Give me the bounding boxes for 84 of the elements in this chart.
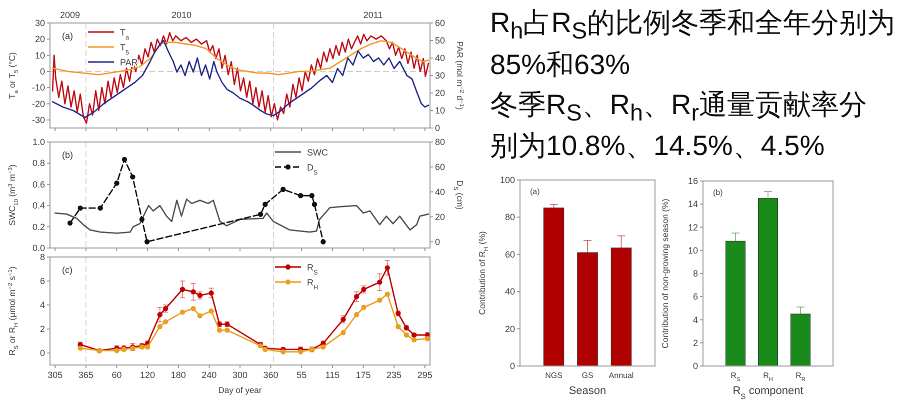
y2-tick-label: 50 — [435, 36, 446, 46]
annotation: (a) — [62, 31, 73, 41]
text: R$_{h}$占R$_{S}$的比例冬季和全年分别为85%和63% — [490, 6, 896, 82]
y2-tick-label: 80 — [435, 137, 446, 147]
y-tick-label: 0.4 — [32, 200, 45, 211]
y-tick-label: -10 — [32, 82, 45, 93]
y-tick-label: 60 — [504, 249, 515, 260]
y-tick-label: 0 — [40, 66, 45, 76]
y-tick-label: -30 — [32, 114, 45, 125]
x-tick-label: NGS — [545, 371, 562, 380]
y-tick-label: 0.2 — [32, 222, 45, 232]
x-tick-label: 235 — [386, 370, 402, 380]
y2-tick-label: 40 — [435, 186, 446, 197]
y-axis-title: Contribution of non-growing season (%) — [660, 198, 670, 348]
y2-tick-label: 30 — [435, 70, 446, 80]
text: 冬季R$_{S}$、R$_{h}$、R$_{r}$通量贡献率分别为10.8%、14.5%、4.5% — [490, 88, 868, 164]
annotation: (b) — [62, 150, 73, 160]
x-tick-label: 305 — [48, 370, 63, 380]
y2-tick-label: 20 — [435, 88, 446, 98]
x-tick-label: 240 — [202, 370, 217, 380]
x-axis-title: Season — [568, 385, 606, 397]
x-tick-label: 300 — [232, 370, 248, 380]
y-tick-label: 80 — [504, 212, 515, 222]
y-tick-label: 2 — [40, 324, 45, 334]
x-axis-title: Day of year — [218, 385, 262, 395]
y-tick-label: 0 — [510, 361, 515, 371]
x-tick-label: R$_{R}$ — [796, 371, 806, 383]
x-tick-label: 180 — [170, 370, 186, 380]
y-tick-label: 14 — [688, 199, 698, 210]
legend-label: D$_{S}$ — [307, 162, 318, 176]
y-tick-label: 0.6 — [32, 179, 45, 190]
y-tick-label: 0 — [40, 348, 45, 358]
y2-tick-label: 60 — [435, 162, 446, 172]
y-tick-label: 0 — [692, 361, 698, 371]
y-tick-label: 4 — [40, 300, 45, 310]
x-tick-label: 295 — [417, 370, 432, 380]
y2-tick-label: 20 — [435, 212, 446, 222]
x-tick-label: 365 — [78, 370, 94, 380]
y-tick-label: 20 — [34, 34, 45, 44]
y-tick-label: -20 — [32, 98, 45, 109]
x-tick-label: 120 — [140, 370, 156, 380]
y-tick-label: 0.0 — [32, 243, 45, 253]
x-tick-label: R$_{H}$ — [763, 371, 773, 383]
y-tick-label: 10 — [688, 245, 698, 256]
annotation: (a) — [530, 187, 540, 196]
y-tick-label: 6 — [40, 276, 45, 286]
x2-tick-label: 2009 — [60, 10, 80, 20]
y2-tick-label: 0 — [435, 123, 440, 133]
y2-tick-label: 60 — [435, 18, 446, 28]
x-tick-label: Annual — [608, 371, 634, 380]
y-tick-label: 8 — [692, 268, 698, 278]
y2-tick-label: 40 — [435, 53, 446, 63]
x-tick-label: R$_{S}$ — [730, 371, 741, 383]
x-tick-label: 175 — [356, 370, 371, 380]
y-tick-label: 2 — [692, 338, 698, 348]
annotation: (c) — [62, 265, 72, 275]
y-tick-label: 8 — [40, 252, 45, 262]
x-tick-label: 360 — [263, 370, 278, 380]
y-tick-label: 40 — [504, 286, 515, 297]
y-tick-label: 0.8 — [32, 158, 45, 168]
y-tick-label: 4 — [692, 314, 698, 325]
y-tick-label: 30 — [34, 18, 45, 28]
y-tick-label: 20 — [504, 324, 515, 334]
legend-label: R$_{S}$ — [307, 262, 318, 276]
x2-tick-label: 2011 — [363, 10, 383, 20]
y-tick-label: 10 — [34, 50, 45, 60]
y-tick-label: 12 — [688, 222, 698, 232]
y-tick-label: 6 — [692, 292, 698, 302]
x-tick-label: 55 — [296, 370, 307, 380]
legend-label: R$_{H}$ — [307, 278, 318, 291]
x-axis-title: R$_{S}$ component — [732, 385, 804, 400]
y-tick-label: 1.0 — [32, 137, 45, 147]
x-tick-label: 60 — [112, 370, 122, 380]
x-tick-label: GS — [582, 371, 594, 380]
legend-label: T$_{5}$ — [120, 42, 130, 56]
legend-label: SWC — [307, 148, 328, 158]
legend-label: T$_{a}$ — [120, 28, 130, 41]
y2-tick-label: 0 — [435, 236, 440, 247]
x-tick-label: 115 — [325, 370, 340, 380]
x2-tick-label: 2010 — [171, 10, 192, 20]
y2-tick-label: 10 — [435, 106, 446, 116]
y-tick-label: 16 — [688, 176, 698, 186]
y-tick-label: 100 — [500, 175, 515, 185]
annotation: (b) — [713, 188, 724, 197]
